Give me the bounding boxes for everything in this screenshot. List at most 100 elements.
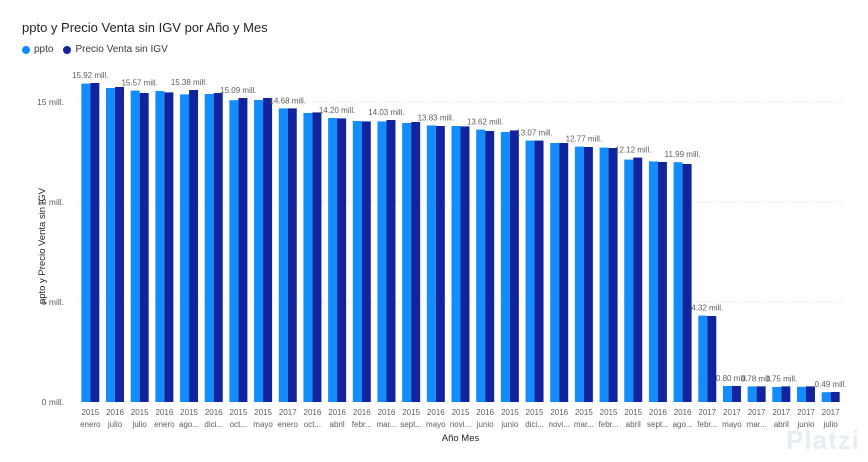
bar-ppto bbox=[722, 386, 732, 402]
x-tick-year: 2016 bbox=[649, 408, 667, 417]
x-tick-year: 2017 bbox=[797, 408, 815, 417]
x-tick-year: 2016 bbox=[378, 408, 396, 417]
bar-precio-venta bbox=[509, 130, 519, 402]
x-tick-year: 2015 bbox=[230, 408, 248, 417]
x-tick-year: 2015 bbox=[81, 408, 99, 417]
bar-precio-venta bbox=[534, 140, 544, 402]
bar-ppto bbox=[81, 83, 91, 402]
x-tick-year: 2015 bbox=[624, 408, 642, 417]
bar-precio-venta bbox=[460, 126, 470, 403]
bar-ppto bbox=[550, 143, 560, 402]
bar-precio-venta bbox=[583, 147, 593, 402]
bar-ppto bbox=[599, 147, 609, 402]
x-tick-month: junio bbox=[500, 420, 518, 429]
legend-swatch-precio-venta bbox=[63, 45, 72, 54]
bar-ppto bbox=[772, 387, 782, 402]
bar-ppto bbox=[402, 123, 412, 402]
x-tick-year: 2016 bbox=[205, 408, 223, 417]
bar-ppto bbox=[278, 108, 288, 403]
bar-ppto bbox=[624, 159, 634, 402]
x-tick-year: 2015 bbox=[600, 408, 618, 417]
x-tick-month: julio bbox=[823, 420, 839, 429]
x-tick-month: oct... bbox=[230, 420, 247, 429]
bar-ppto bbox=[130, 90, 140, 402]
legend-item-ppto[interactable]: ppto bbox=[22, 44, 53, 55]
x-tick-year: 2017 bbox=[748, 408, 766, 417]
bar-ppto bbox=[574, 146, 584, 402]
x-tick-month: ago... bbox=[179, 420, 199, 429]
x-tick-year: 2016 bbox=[155, 408, 173, 417]
bar-precio-venta bbox=[164, 92, 174, 403]
bar-ppto bbox=[303, 113, 313, 402]
legend: ppto Precio Venta sin IGV bbox=[22, 44, 168, 55]
data-label: 13.83 mill. bbox=[418, 113, 454, 122]
x-tick-year: 2016 bbox=[353, 408, 371, 417]
x-tick-year: 2017 bbox=[698, 408, 716, 417]
data-label: 15.57 mill. bbox=[121, 79, 157, 88]
x-tick-month: sept... bbox=[647, 420, 669, 429]
data-label: 14.03 mill. bbox=[368, 108, 404, 117]
bar-precio-venta bbox=[633, 157, 643, 402]
legend-label-ppto: ppto bbox=[34, 44, 54, 55]
y-tick-label: 10 mill. bbox=[37, 197, 64, 207]
bar-precio-venta bbox=[312, 112, 322, 403]
bar-precio-venta bbox=[657, 162, 667, 402]
data-label: 15.09 mill. bbox=[220, 86, 256, 95]
platzi-watermark: Platzi bbox=[786, 425, 860, 455]
x-tick-month: mar... bbox=[376, 420, 396, 429]
bar-ppto bbox=[180, 94, 190, 403]
legend-item-precio-venta[interactable]: Precio Venta sin IGV bbox=[63, 44, 168, 55]
bar-precio-venta bbox=[139, 93, 149, 402]
x-tick-year: 2017 bbox=[772, 408, 790, 417]
x-tick-year: 2015 bbox=[180, 408, 198, 417]
x-tick-month: dici... bbox=[525, 420, 544, 429]
x-tick-month: sept... bbox=[400, 420, 422, 429]
data-label: 0.78 mill. bbox=[741, 374, 773, 383]
x-tick-month: novi... bbox=[549, 420, 570, 429]
x-tick-year: 2017 bbox=[723, 408, 741, 417]
x-tick-month: abril bbox=[330, 420, 345, 429]
x-tick-month: mar... bbox=[747, 420, 767, 429]
bar-precio-venta bbox=[213, 93, 223, 402]
x-tick-year: 2017 bbox=[822, 408, 840, 417]
data-label: 0.75 mill. bbox=[765, 374, 797, 383]
bar-precio-venta bbox=[337, 118, 347, 403]
bar-precio-venta bbox=[781, 386, 791, 402]
x-tick-year: 2017 bbox=[279, 408, 297, 417]
bar-ppto bbox=[698, 315, 708, 402]
bar-precio-venta bbox=[263, 98, 273, 402]
data-label: 15.38 mill. bbox=[171, 78, 207, 87]
data-label: 15.92 mill. bbox=[72, 71, 108, 80]
legend-label-precio-venta: Precio Venta sin IGV bbox=[75, 44, 168, 55]
x-tick-month: mayo bbox=[722, 420, 742, 429]
chart-title: ppto y Precio Venta sin IGV por Año y Me… bbox=[22, 20, 268, 35]
bar-precio-venta bbox=[386, 120, 396, 402]
x-tick-year: 2015 bbox=[452, 408, 470, 417]
x-tick-month: dici... bbox=[204, 420, 223, 429]
bar-ppto bbox=[155, 91, 165, 402]
legend-swatch-ppto bbox=[22, 45, 30, 54]
bar-ppto bbox=[451, 126, 461, 402]
data-label: 14.68 mill. bbox=[270, 96, 306, 105]
x-tick-month: ago... bbox=[673, 420, 693, 429]
x-tick-year: 2015 bbox=[501, 408, 519, 417]
bar-precio-venta bbox=[559, 143, 569, 402]
data-label: 11.99 mill. bbox=[665, 150, 701, 159]
bar-precio-venta bbox=[435, 126, 445, 402]
bar-precio-venta bbox=[361, 121, 371, 403]
x-tick-year: 2016 bbox=[328, 408, 346, 417]
x-axis-title: Año Mes bbox=[442, 433, 480, 444]
y-axis-title: ppto y Precio Venta sin IGV bbox=[37, 187, 48, 304]
x-tick-month: enero bbox=[278, 420, 299, 429]
x-tick-month: novi... bbox=[450, 420, 471, 429]
bar-precio-venta bbox=[805, 386, 815, 402]
x-tick-month: oct... bbox=[304, 420, 321, 429]
x-tick-month: junio bbox=[476, 420, 494, 429]
x-tick-year: 2016 bbox=[476, 408, 494, 417]
bar-precio-venta bbox=[608, 148, 618, 402]
y-tick-label: 5 mill. bbox=[42, 297, 64, 307]
x-tick-year: 2015 bbox=[131, 408, 149, 417]
data-label: 14.20 mill. bbox=[319, 106, 355, 115]
bar-precio-venta bbox=[707, 316, 717, 402]
